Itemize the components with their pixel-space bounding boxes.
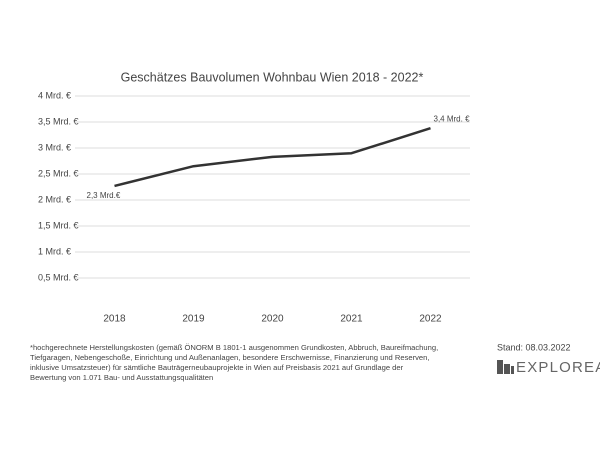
y-tick-label: 4 Mrd. € — [38, 90, 71, 100]
x-tick-label: 2020 — [261, 314, 284, 325]
y-tick-label: 3,5 Mrd. € — [38, 116, 79, 126]
stand: Stand: 08.03.2022 — [497, 342, 571, 352]
line — [114, 127, 431, 188]
x-tick-label: 2022 — [419, 314, 442, 325]
logo-icon — [497, 360, 514, 374]
y-tick-label: 0,5 Mrd. € — [38, 272, 79, 282]
y-tick-label: 2 Mrd. € — [38, 194, 71, 204]
footnote-line: Tiefgaragen, Nebengeschoße, Einrichtung … — [30, 353, 429, 362]
footnote-line: inklusive Umsatzsteuer) für sämtliche Ba… — [30, 363, 404, 372]
x-tick-label: 2021 — [340, 314, 363, 325]
logo: EXPLOREAL — [516, 359, 600, 376]
value-label: 3,4 Mrd. € — [434, 114, 471, 123]
y-tick-label: 2,5 Mrd. € — [38, 168, 79, 178]
footnote-line: *hochgerechnete Herstellungskosten (gemä… — [30, 343, 438, 352]
footnote: *hochgerechnete Herstellungskosten (gemä… — [30, 343, 438, 382]
value-label: 2,3 Mrd.€ — [87, 191, 121, 200]
y-tick-label: 3 Mrd. € — [38, 142, 71, 152]
y-tick-label: 1,5 Mrd. € — [38, 220, 79, 230]
footnote-line: Bewertung von 1.071 Bau- und Ausstattung… — [30, 373, 213, 382]
x-tick-label: 2018 — [103, 314, 126, 325]
x-tick-label: 2019 — [182, 314, 205, 325]
chart-title: Geschätzes Bauvolumen Wohnbau Wien 2018 … — [121, 70, 424, 84]
y-tick-label: 1 Mrd. € — [38, 246, 71, 256]
